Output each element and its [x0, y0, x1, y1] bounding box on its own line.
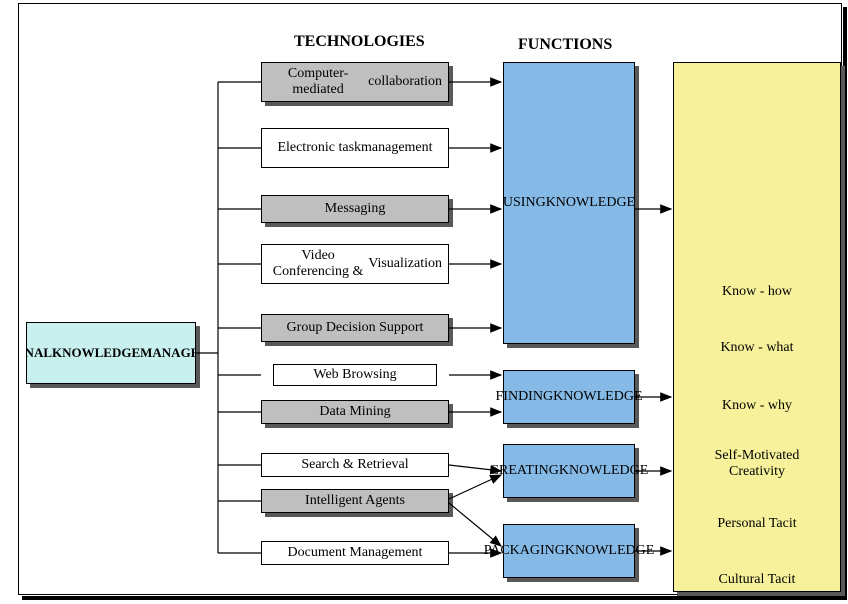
function-box-f4: PACKAGINGKNOWLEDGE: [503, 524, 635, 578]
tech-box-t10: Document Management: [261, 541, 449, 565]
okms-box: ORGANIZATIONALKNOWLEDGEMANAGEMENTSYSTEM: [26, 322, 196, 384]
tech-box-t4: Video Conferencing &Visualization: [261, 244, 449, 284]
knowledge-item: Know - what: [677, 340, 837, 356]
function-box-f1: USINGKNOWLEDGE: [503, 62, 635, 344]
knowledge-panel: [673, 62, 841, 592]
knowledge-item: Self-MotivatedCreativity: [677, 448, 837, 480]
knowledge-item: Know - why: [677, 398, 837, 414]
knowledge-item: Cultural Tacit: [677, 572, 837, 588]
tech-box-t1: Computer-mediatedcollaboration: [261, 62, 449, 102]
tech-box-t5: Group Decision Support: [261, 314, 449, 342]
function-box-f3: CREATINGKNOWLEDGE: [503, 444, 635, 498]
tech-box-t7: Data Mining: [261, 400, 449, 424]
outer-frame-shadow-bottom: [22, 596, 846, 600]
knowledge-item: Personal Tacit: [677, 516, 837, 532]
tech-box-t2: Electronic taskmanagement: [261, 128, 449, 168]
tech-box-t6: Web Browsing: [273, 364, 437, 386]
tech-box-t9: Intelligent Agents: [261, 489, 449, 513]
diagram-canvas: TECHNOLOGIES FUNCTIONS ORGANIZATIONALKNO…: [0, 0, 848, 604]
heading-functions: FUNCTIONS: [518, 36, 612, 54]
function-box-f2: FINDINGKNOWLEDGE: [503, 370, 635, 424]
knowledge-item: Know - how: [677, 284, 837, 300]
tech-box-t8: Search & Retrieval: [261, 453, 449, 477]
tech-box-t3: Messaging: [261, 195, 449, 223]
heading-technologies: TECHNOLOGIES: [294, 33, 425, 51]
